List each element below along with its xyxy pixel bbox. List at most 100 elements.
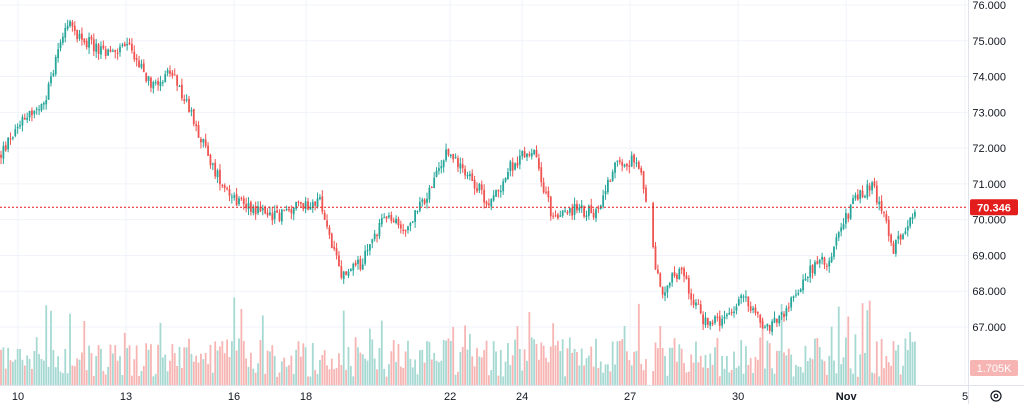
volume-bar: [849, 368, 852, 385]
volume-bar: [764, 368, 766, 385]
volume-bar: [552, 323, 555, 385]
candle-body: [52, 73, 55, 76]
volume-bar: [352, 376, 355, 385]
volume-bar: [176, 365, 179, 385]
volume-bar: [392, 340, 395, 385]
candle: [233, 192, 236, 201]
volume-bar: [671, 347, 674, 385]
volume-bar: [466, 349, 469, 385]
candle-body: [785, 308, 788, 317]
candle-body: [297, 201, 300, 203]
candle: [95, 38, 98, 58]
candle: [166, 67, 169, 77]
candle: [140, 59, 143, 70]
candle: [399, 220, 402, 234]
candle: [678, 267, 681, 280]
volume-bar: [240, 308, 243, 385]
candle: [742, 294, 745, 303]
candle: [830, 252, 833, 264]
price-tick-label: 73.000: [972, 107, 1006, 119]
time-axis[interactable]: 10 13 16 18 22 24 27 30 Nov 5: [12, 391, 968, 403]
volume-bar: [252, 368, 255, 385]
volume-bar: [585, 358, 588, 385]
candle: [133, 45, 136, 62]
candle-body: [299, 201, 302, 204]
candle-body: [578, 207, 581, 211]
candle: [230, 193, 233, 204]
volume-bar: [340, 364, 343, 385]
volume-bar: [673, 338, 676, 385]
price-axis[interactable]: 67.000 68.000 69.000 70.000 71.000 72.000 73.0…: [972, 0, 1006, 334]
volume-bar: [568, 337, 571, 385]
volume-bar: [828, 355, 831, 385]
candle: [461, 158, 464, 173]
volume-bar: [223, 353, 226, 385]
volume-bar: [654, 342, 657, 385]
volume-bar: [385, 376, 388, 385]
volume-bar: [766, 340, 769, 385]
candle: [764, 324, 766, 329]
candle-body: [561, 210, 564, 216]
volume-bar: [540, 342, 543, 385]
candle: [668, 281, 671, 289]
candle-body: [54, 57, 57, 75]
candle: [276, 204, 278, 213]
volume-bar: [797, 366, 800, 385]
candle-body: [814, 262, 816, 275]
candle-body: [478, 183, 481, 191]
volume-bar: [19, 349, 21, 385]
candle: [202, 138, 205, 148]
candle-body: [623, 164, 626, 167]
candle: [787, 302, 790, 313]
settings-gear-icon[interactable]: [990, 390, 1002, 402]
candle: [507, 167, 509, 180]
candle-body: [452, 153, 455, 160]
candle-body: [371, 239, 374, 243]
candle-body: [637, 162, 640, 169]
candle: [378, 219, 381, 240]
candle-body: [57, 49, 60, 59]
volume-bar: [333, 369, 336, 385]
candle: [54, 54, 57, 77]
candle: [718, 310, 721, 332]
volume-bar: [752, 372, 754, 385]
price-tick-label: 68.000: [972, 286, 1006, 298]
volume-bar: [680, 348, 683, 385]
candle-body: [97, 44, 100, 54]
volume-bar: [50, 310, 52, 385]
candle: [333, 240, 336, 252]
candle: [618, 156, 621, 165]
price-tick-label: 76.000: [972, 0, 1006, 12]
volume-bar: [159, 322, 162, 385]
candle: [169, 65, 171, 77]
candle-body: [342, 271, 345, 280]
candle-body: [142, 63, 145, 72]
candle-body: [426, 198, 428, 203]
candle: [323, 209, 326, 221]
candle-body: [395, 218, 397, 224]
candle: [671, 272, 674, 287]
candle-body: [466, 175, 469, 177]
candle-body: [780, 312, 783, 315]
candle: [847, 212, 850, 223]
candle-body: [635, 162, 638, 164]
candle: [190, 107, 193, 117]
volume-bar: [709, 353, 712, 385]
volume-bar: [690, 354, 693, 385]
candle-body: [383, 217, 386, 219]
candle: [754, 304, 757, 316]
candle-body: [435, 170, 438, 177]
candle: [304, 197, 307, 214]
volume-bar: [192, 361, 195, 385]
candle-body: [759, 314, 762, 323]
volume-bar: [583, 365, 585, 385]
candle: [695, 298, 697, 310]
candle: [626, 162, 628, 171]
candle-body: [319, 197, 321, 200]
candle: [38, 105, 40, 116]
volume-bar: [697, 362, 700, 385]
candle: [728, 307, 731, 315]
candle: [35, 106, 38, 115]
